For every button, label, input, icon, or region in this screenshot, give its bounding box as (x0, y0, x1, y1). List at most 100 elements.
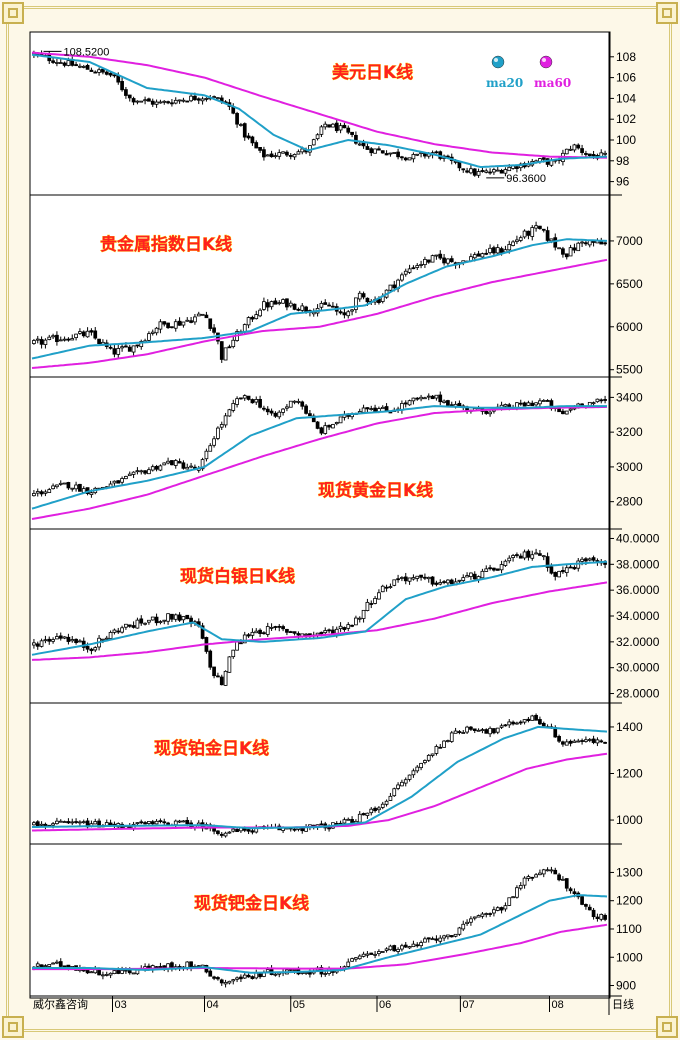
candle-body (530, 402, 535, 407)
plot-area (29, 31, 611, 999)
candle-body (534, 714, 538, 721)
candle-body (296, 633, 301, 636)
ma20-line (31, 53, 608, 169)
candle-body (472, 916, 477, 919)
candle-body (434, 746, 439, 754)
panel-title: 现货黄金日K线 (318, 480, 433, 501)
ma20-line (31, 560, 608, 656)
candle-body (200, 459, 205, 470)
candle-body (426, 937, 431, 940)
candle-body (162, 821, 167, 824)
candle-body (411, 577, 416, 580)
candle-body (250, 830, 255, 833)
candle-body (530, 227, 535, 237)
candle-body (150, 821, 155, 825)
candle-body (200, 98, 205, 102)
candle-body (246, 317, 251, 326)
y-tick-label: 3200 (616, 425, 643, 439)
candle-body (472, 573, 477, 580)
candle-body (242, 974, 247, 979)
candle-body (93, 71, 98, 74)
candle-body (308, 971, 312, 975)
candle-body (476, 915, 481, 918)
y-tick-label: 7000 (616, 234, 643, 248)
candle-body (492, 169, 496, 173)
candle-body (484, 170, 489, 173)
candle-body (380, 406, 385, 410)
candle-body (407, 157, 412, 161)
candle-body (254, 630, 259, 634)
candle-body (557, 247, 561, 250)
candle-body (227, 980, 232, 984)
candle-body (469, 572, 473, 577)
candle-body (288, 631, 293, 633)
candle-body (357, 955, 362, 960)
candle-body (561, 248, 565, 255)
candle-body (415, 153, 420, 156)
candle-body (568, 566, 573, 569)
candle-body (150, 331, 155, 334)
candle-body (277, 411, 282, 418)
candle-body (112, 970, 117, 974)
candle-body (449, 732, 454, 742)
candle-body (522, 402, 527, 407)
candle-body (430, 255, 435, 263)
candle-body (223, 670, 228, 686)
candle-body (162, 321, 167, 325)
candle-body (396, 151, 400, 158)
candle-body (553, 572, 558, 577)
candle-body (300, 828, 305, 832)
candle-body (55, 820, 59, 825)
candle-body (189, 465, 193, 468)
candle-body (304, 633, 308, 636)
candle-body (127, 346, 132, 352)
legend-marker (539, 55, 553, 69)
candle-body (503, 905, 508, 910)
candle-body (292, 400, 297, 403)
candle-body (461, 923, 466, 930)
candle-body (557, 408, 561, 413)
candle-body (319, 823, 324, 826)
candle-body (78, 331, 82, 334)
candle-body (423, 938, 427, 943)
x-tick-label: 08 (552, 999, 564, 1011)
candle-body (55, 484, 59, 488)
panel-title: 现货铂金日K线 (154, 738, 269, 759)
candle-body (74, 638, 78, 644)
candle-body (407, 946, 412, 949)
y-tick-label: 108 (616, 50, 636, 64)
candle-body (507, 244, 512, 251)
candle-body (530, 554, 535, 559)
candle-body (480, 170, 485, 172)
candle-body (35, 491, 40, 494)
candle-body (476, 729, 481, 732)
candle-body (112, 74, 117, 77)
candle-body (250, 631, 255, 636)
candle-body (185, 961, 190, 968)
candle-body (584, 153, 588, 155)
candle-body (377, 807, 381, 811)
candle-body (78, 483, 82, 492)
candle-body (51, 485, 55, 490)
y-tick-label: 1100 (616, 922, 642, 936)
candle-body (411, 267, 416, 270)
candle-body (139, 618, 144, 624)
candle-body (354, 617, 358, 626)
candle-body (518, 721, 523, 724)
candle-body (62, 965, 67, 968)
candle-body (51, 823, 55, 826)
y-tick-label: 102 (616, 112, 636, 126)
candle-body (388, 284, 393, 291)
candle-body (319, 631, 324, 635)
candle-body (292, 631, 297, 634)
candle-body (403, 157, 408, 161)
candle-body (235, 977, 239, 980)
candle-body (369, 952, 374, 955)
y-tick-label: 1200 (616, 894, 643, 908)
candle-body (599, 399, 604, 402)
candle-body (377, 951, 381, 955)
candle-body (181, 462, 186, 469)
candle-body (580, 740, 584, 742)
candle-body (392, 284, 397, 289)
